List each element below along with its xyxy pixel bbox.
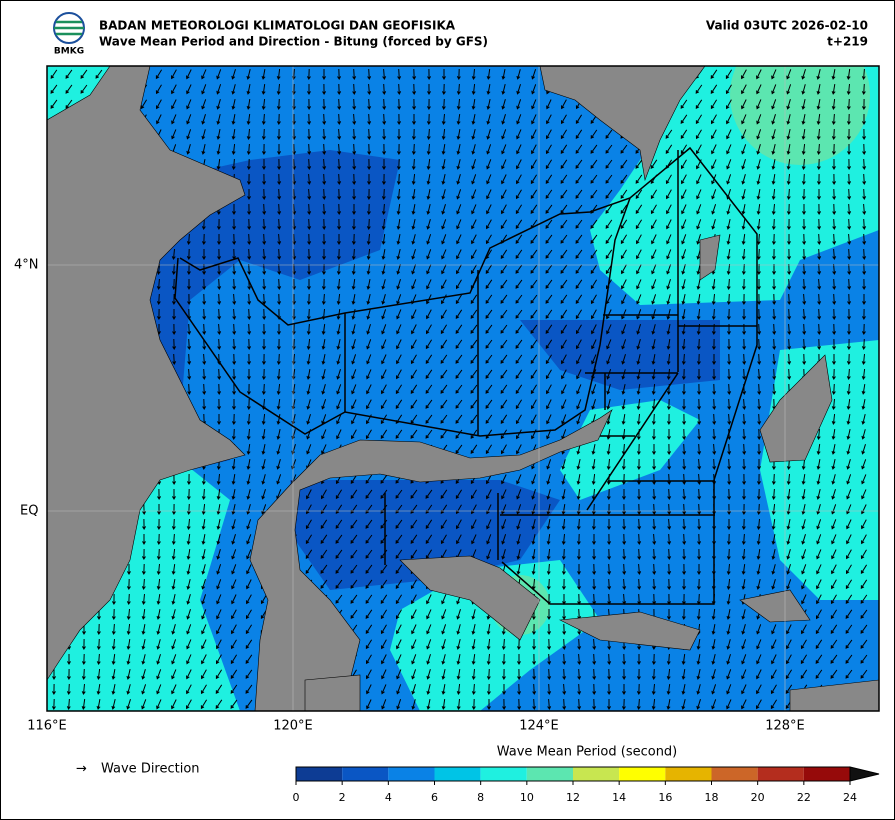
colorbar-segment (480, 767, 527, 781)
colorbar-tick-label: 14 (612, 791, 626, 804)
colorbar-segment (619, 767, 666, 781)
lon-label: 116°E (27, 719, 67, 734)
land-sulawesi-east (399, 555, 541, 641)
colorbar-tick-label: 20 (751, 791, 765, 804)
colorbar-segment (573, 767, 620, 781)
agency: BADAN METEOROLOGI KLIMATOLOGI DAN GEOFIS… (99, 19, 456, 33)
colorbar-tick-label: 4 (385, 791, 392, 804)
colorbar-tick-label: 24 (843, 791, 857, 804)
forecast-zones (174, 146, 758, 605)
colorbar-tick-label: 10 (520, 791, 534, 804)
colorbar-tick-label: 2 (339, 791, 346, 804)
lon-label: 124°E (519, 719, 559, 734)
period-zone (150, 150, 400, 480)
land-mindanao (539, 66, 706, 182)
lon-label: 120°E (273, 719, 313, 734)
colorbar-segment (342, 767, 389, 781)
valid-time: Valid 03UTC 2026-02-10 (706, 19, 868, 33)
graticule (47, 66, 879, 711)
map (47, 66, 879, 711)
period-zone (290, 480, 560, 590)
map-frame (46, 65, 880, 712)
legend-label: Wave Direction (101, 762, 200, 777)
land-halmahera (759, 354, 833, 463)
colorbar-segment (665, 767, 712, 781)
colorbar-tick-label: 12 (566, 791, 580, 804)
legend-symbol: → (76, 762, 87, 777)
colorbar-tick-label: 16 (658, 791, 672, 804)
lon-label: 128°E (765, 719, 805, 734)
colorbar-tick-label: 6 (431, 791, 438, 804)
land-borneo (47, 66, 246, 681)
period-zone (730, 66, 870, 165)
colorbar-segment (526, 767, 573, 781)
colorbar-segment (388, 767, 435, 781)
land-island (304, 234, 879, 711)
colorbar-segment (803, 767, 850, 781)
colorbar-tick-label: 18 (705, 791, 719, 804)
colorbar-segment (757, 767, 804, 781)
colorbar: 0 2 4 6 8 10 12 14 16 18 20 22 24 (293, 766, 880, 804)
logo-text: BMKG (54, 47, 84, 57)
lead-time: t+219 (827, 35, 868, 49)
colorbar-segment (711, 767, 758, 781)
colorbar-tick-label: 22 (797, 791, 811, 804)
lat-label: EQ (20, 504, 38, 519)
title: Wave Mean Period and Direction - Bitung … (99, 35, 488, 49)
colorbar-tick-label: 0 (293, 791, 300, 804)
colorbar-segment (434, 767, 481, 781)
logo: BMKG (53, 12, 85, 57)
colorbar-title: Wave Mean Period (second) (497, 745, 678, 760)
land-sulawesi (249, 409, 613, 711)
land-island (558, 611, 701, 651)
lat-label: 4°N (14, 258, 39, 273)
colorbar-segment (296, 767, 343, 781)
colorbar-tick-label: 8 (477, 791, 484, 804)
